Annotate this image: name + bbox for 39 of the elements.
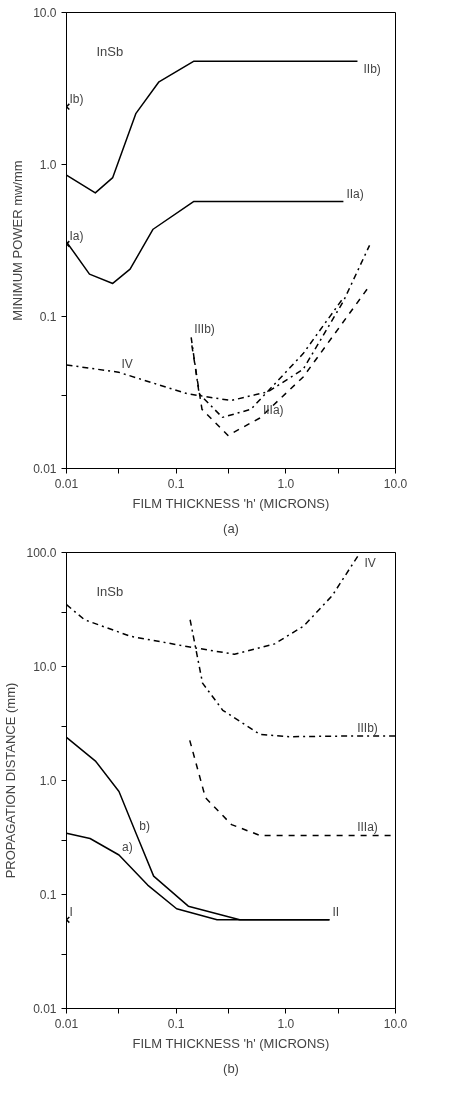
annotation: IV bbox=[364, 556, 376, 571]
annotation: Ia) bbox=[69, 228, 84, 243]
y-tick-label: 1.0 bbox=[39, 774, 57, 788]
x-axis-title: FILM THICKNESS 'h' (MICRONS) bbox=[132, 495, 330, 511]
annotation: InSb bbox=[96, 43, 124, 59]
y-tick-label: 0.1 bbox=[39, 888, 57, 902]
annotation: IV bbox=[121, 357, 133, 372]
y-axis-title: PROPAGATION DISTANCE (mm) bbox=[3, 682, 19, 879]
text: (b) bbox=[223, 1060, 239, 1076]
y-tick-label: 0.01 bbox=[33, 462, 57, 476]
annotation: b) bbox=[139, 818, 150, 833]
annotation: II bbox=[332, 904, 340, 919]
x-axis-title: FILM THICKNESS 'h' (MICRONS) bbox=[132, 1035, 330, 1051]
y-tick-label: 10.0 bbox=[33, 660, 57, 674]
text: (a) bbox=[223, 520, 239, 536]
annotation: IIIa) bbox=[357, 820, 378, 835]
x-tick-label: 0.01 bbox=[54, 1016, 79, 1031]
x-tick-label: 1.0 bbox=[277, 476, 295, 491]
y-axis-title: MINIMUM POWER mw/mm bbox=[10, 160, 26, 321]
y-tick-label: 10.0 bbox=[33, 6, 57, 20]
x-tick-label: 0.1 bbox=[167, 476, 185, 491]
x-tick-label: 10.0 bbox=[383, 1016, 408, 1031]
annotation: InSb bbox=[96, 583, 124, 599]
y-tick-label: 0.01 bbox=[33, 1002, 57, 1016]
annotation: IIIb) bbox=[357, 720, 378, 735]
annotation: IIb) bbox=[363, 62, 381, 77]
annotation: a) bbox=[121, 840, 133, 855]
annotation: IIa) bbox=[346, 186, 364, 201]
annotation: IIIb) bbox=[194, 322, 215, 337]
x-tick-label: 0.1 bbox=[167, 1016, 185, 1031]
y-tick-label: 100.0 bbox=[26, 546, 57, 560]
x-tick-label: 1.0 bbox=[277, 1016, 295, 1031]
y-tick-label: 0.1 bbox=[39, 310, 57, 324]
x-tick-label: 0.01 bbox=[54, 476, 79, 491]
x-tick-label: 10.0 bbox=[383, 476, 408, 491]
annotation: Ib) bbox=[69, 91, 84, 106]
annotation: IIIa) bbox=[262, 402, 284, 417]
annotation: I bbox=[69, 904, 73, 919]
y-tick-label: 1.0 bbox=[39, 158, 57, 172]
